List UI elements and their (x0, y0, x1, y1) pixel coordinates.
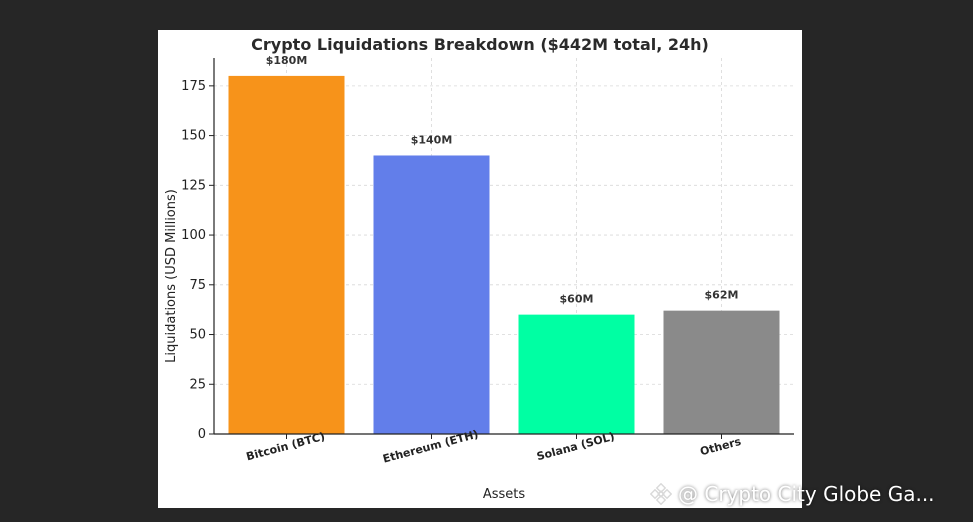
bar-chart: Crypto Liquidations Breakdown ($442M tot… (164, 35, 794, 502)
binance-logo-icon (650, 483, 672, 505)
watermark-text: @ Crypto City Globe Ga... (678, 482, 935, 506)
data-label: $62M (705, 289, 739, 302)
bar-0 (228, 75, 345, 435)
y-tick-label: 150 (181, 129, 206, 144)
y-ticks: 0 25 50 75 100 125 150 175 (181, 79, 214, 442)
axes (213, 58, 794, 435)
y-tick-label: 100 (181, 228, 206, 243)
y-tick-label: 175 (181, 79, 206, 94)
x-tick-label: Bitcoin (BTC) (245, 430, 327, 464)
y-tick-label: 125 (181, 178, 206, 193)
chart-title: Crypto Liquidations Breakdown ($442M tot… (251, 35, 709, 54)
bar-2 (518, 314, 635, 434)
y-tick-label: 75 (189, 278, 206, 293)
data-label: $60M (560, 293, 594, 306)
watermark: @ Crypto City Globe Ga... (650, 482, 935, 506)
y-tick-label: 25 (189, 377, 206, 392)
x-axis-label: Assets (483, 487, 526, 502)
bar-1 (373, 155, 490, 434)
bars: $180M $140M $60M $62M (228, 54, 780, 435)
chart-panel: Crypto Liquidations Breakdown ($442M tot… (158, 30, 802, 508)
x-tick-label: Others (699, 435, 743, 459)
data-label: $180M (266, 54, 308, 67)
bar-3 (663, 310, 780, 434)
y-tick-label: 0 (198, 427, 206, 442)
y-axis-label: Liquidations (USD Millions) (164, 189, 179, 363)
x-tick-label: Solana (SOL) (535, 430, 616, 463)
data-label: $140M (411, 133, 453, 146)
y-tick-label: 50 (189, 328, 206, 343)
